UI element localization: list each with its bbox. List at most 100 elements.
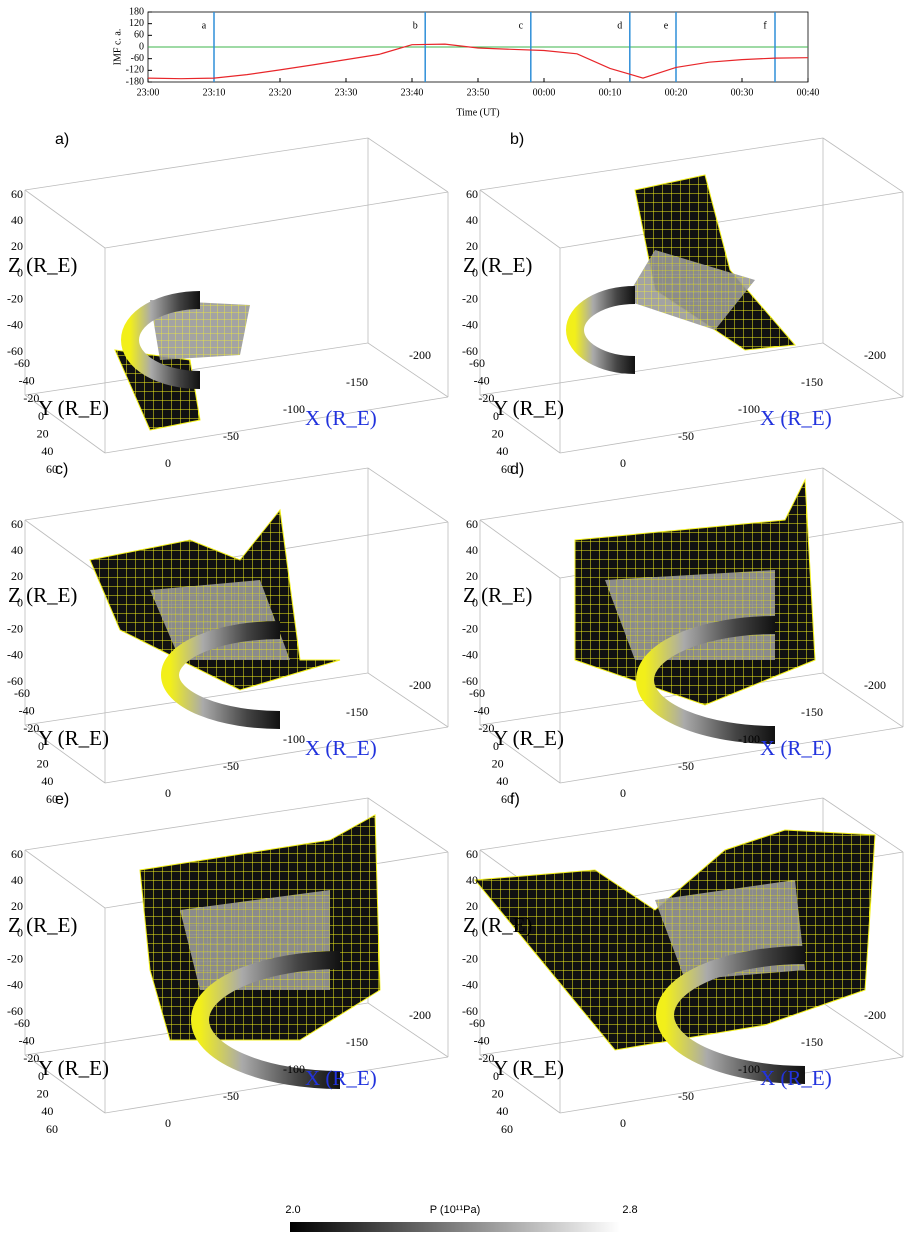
y-tick-label: 40 xyxy=(496,774,508,788)
y-tick-label: 40 xyxy=(496,1104,508,1118)
y-tick-label: 40 xyxy=(496,444,508,458)
x-tick-label: -100 xyxy=(738,732,760,746)
y-tick-label: 40 xyxy=(41,1104,53,1118)
z-tick-label: -20 xyxy=(7,951,23,965)
y-tick-label: 60 xyxy=(46,1122,58,1136)
x-tick-label: -100 xyxy=(283,402,305,416)
box-edge xyxy=(823,1003,903,1057)
y-tick-label: -20 xyxy=(23,721,39,735)
x-axis-label: X (R_E) xyxy=(305,406,377,430)
z-axis-label: Z (R_E) xyxy=(8,913,77,937)
x-tick-label: -200 xyxy=(409,348,431,362)
x-tick-label: 23:00 xyxy=(137,87,160,98)
magnetosheath xyxy=(575,295,635,365)
y-tick-label: 40 xyxy=(41,444,53,458)
y-tick-label: 120 xyxy=(129,18,144,29)
y-tick-label: -60 xyxy=(131,53,144,64)
z-tick-label: -40 xyxy=(7,648,23,662)
colorbar xyxy=(290,1222,620,1232)
box-edge xyxy=(823,343,903,397)
box-edge xyxy=(560,397,903,453)
y-tick-label: -60 xyxy=(14,686,30,700)
box-edge xyxy=(105,727,448,783)
x-tick-label: 23:20 xyxy=(269,87,292,98)
y-tick-label: -20 xyxy=(478,721,494,735)
y-tick-label: 40 xyxy=(41,774,53,788)
y-tick-label: -120 xyxy=(126,65,144,76)
z-tick-label: 60 xyxy=(466,187,478,201)
x-tick-label: 00:10 xyxy=(599,87,622,98)
x-tick-label: -200 xyxy=(409,1008,431,1022)
z-axis-label: Z (R_E) xyxy=(8,253,77,277)
z-tick-label: 60 xyxy=(11,847,23,861)
y-tick-label: 20 xyxy=(37,1086,49,1100)
z-tick-label: 40 xyxy=(466,543,478,557)
panel: d)6040200-20-40-60-60-40-2002040600-50-1… xyxy=(462,461,903,806)
y-axis-label: Y (R_E) xyxy=(38,1056,109,1080)
z-tick-label: -40 xyxy=(7,978,23,992)
x-tick-label: 00:00 xyxy=(533,87,556,98)
x-tick-label: 0 xyxy=(165,786,171,800)
x-tick-label: 23:30 xyxy=(335,87,358,98)
x-tick-label: -100 xyxy=(283,732,305,746)
y-axis-label: Y (R_E) xyxy=(38,726,109,750)
box-edge xyxy=(823,138,903,192)
y-axis-label: Y (R_E) xyxy=(38,396,109,420)
y-tick-label: -40 xyxy=(474,703,490,717)
z-tick-label: 60 xyxy=(11,187,23,201)
panel-label: d) xyxy=(510,461,524,478)
z-tick-label: 20 xyxy=(466,239,478,253)
x-tick-label: 23:40 xyxy=(401,87,424,98)
box-edge xyxy=(480,520,560,578)
z-tick-label: 40 xyxy=(466,213,478,227)
x-tick-label: -50 xyxy=(223,759,239,773)
x-tick-label: -50 xyxy=(678,429,694,443)
x-tick-label: 00:30 xyxy=(731,87,754,98)
y-tick-label: 20 xyxy=(492,1086,504,1100)
y-axis-label: IMF c. a. xyxy=(112,29,123,66)
x-tick-label: -200 xyxy=(864,1008,886,1022)
box-edge xyxy=(25,520,105,578)
panel-label: e) xyxy=(55,791,69,808)
box-edge xyxy=(368,138,448,192)
x-tick-label: -50 xyxy=(223,1089,239,1103)
x-axis-label: X (R_E) xyxy=(760,1066,832,1090)
x-axis-label: X (R_E) xyxy=(760,406,832,430)
y-tick-label: -60 xyxy=(469,356,485,370)
panel-label: c) xyxy=(55,461,68,478)
x-tick-label: 23:10 xyxy=(203,87,226,98)
box-edge xyxy=(105,192,448,248)
box-edge xyxy=(823,673,903,727)
y-tick-label: 0 xyxy=(139,41,144,52)
time-marker-label: c xyxy=(519,20,524,31)
y-tick-label: -60 xyxy=(14,1016,30,1030)
box-edge xyxy=(480,190,560,248)
z-tick-label: 40 xyxy=(11,873,23,887)
box-edge xyxy=(480,468,823,520)
y-tick-label: -60 xyxy=(469,686,485,700)
y-tick-label: 20 xyxy=(37,756,49,770)
z-tick-label: 20 xyxy=(11,239,23,253)
y-tick-label: -20 xyxy=(23,1051,39,1065)
box-edge xyxy=(25,850,105,908)
time-marker-label: a xyxy=(202,20,207,31)
y-tick-label: 20 xyxy=(37,426,49,440)
y-tick-label: -60 xyxy=(469,1016,485,1030)
x-tick-label: -50 xyxy=(678,1089,694,1103)
y-axis-label: Y (R_E) xyxy=(493,1056,564,1080)
y-tick-label: 60 xyxy=(501,1122,513,1136)
panel: e)6040200-20-40-60-60-40-2002040600-50-1… xyxy=(7,791,448,1136)
z-tick-label: 20 xyxy=(466,899,478,913)
z-tick-label: -20 xyxy=(462,951,478,965)
box-edge xyxy=(823,468,903,522)
x-tick-label: -200 xyxy=(864,678,886,692)
y-tick-label: -40 xyxy=(474,1033,490,1047)
box-edge xyxy=(25,190,105,248)
time-marker-label: d xyxy=(617,20,622,31)
z-tick-label: -20 xyxy=(462,291,478,305)
x-tick-label: 0 xyxy=(165,1116,171,1130)
x-tick-label: -200 xyxy=(409,678,431,692)
